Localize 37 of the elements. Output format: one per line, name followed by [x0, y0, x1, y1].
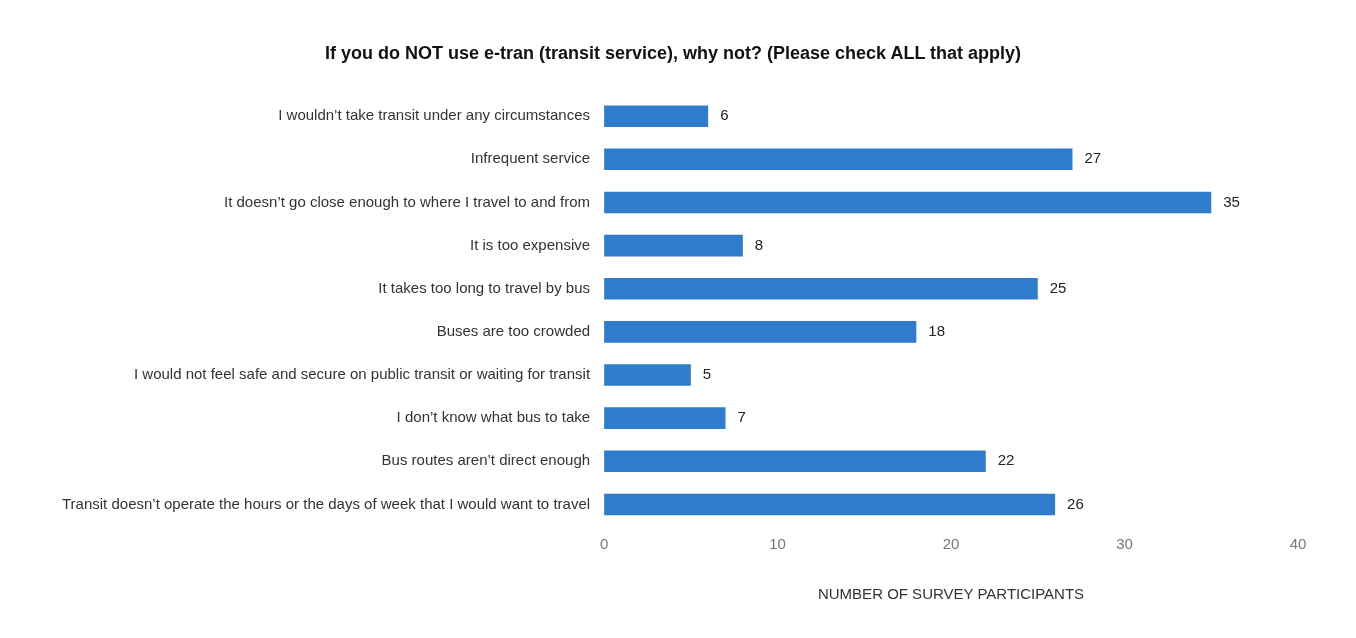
- x-tick-label: 10: [769, 535, 786, 553]
- x-tick-label: 40: [1289, 535, 1307, 553]
- bar: [604, 321, 917, 343]
- y-tick-label: I wouldn’t take transit under any circumstances: [278, 106, 591, 124]
- bar: [604, 148, 1073, 171]
- chart-title: If you do NOT use e-tran (transit service), why not? (Please check ALL that apply): [324, 42, 1022, 63]
- bar: [604, 407, 726, 429]
- y-tick-label: Buses are too crowded: [436, 322, 591, 340]
- x-tick-label: 0: [599, 535, 609, 553]
- y-tick-label: I would not feel safe and secure on public transit or waiting for transit: [133, 365, 591, 383]
- x-tick-label: 30: [1116, 535, 1133, 553]
- data-label: 27: [1084, 149, 1102, 167]
- data-label: 7: [737, 408, 746, 426]
- x-tick-label: 20: [942, 535, 960, 553]
- bar: [604, 234, 743, 257]
- data-label: 8: [754, 235, 764, 253]
- bar: [604, 364, 691, 386]
- y-tick-label: It takes too long to travel by bus: [378, 278, 591, 296]
- bar: [604, 493, 1056, 516]
- bar: [604, 105, 709, 127]
- y-tick-label: I don’t know what bus to take: [396, 408, 591, 426]
- y-tick-label: It is too expensive: [469, 235, 591, 253]
- data-label: 22: [997, 451, 1015, 469]
- data-label: 25: [1049, 278, 1067, 296]
- data-label: 6: [720, 106, 729, 124]
- bar: [604, 191, 1212, 214]
- bar: [604, 277, 1038, 300]
- y-tick-label: Infrequent service: [470, 149, 591, 167]
- y-tick-label: It doesn’t go close enough to where I travel to and from: [224, 192, 591, 210]
- data-label: 5: [702, 365, 712, 383]
- data-label: 18: [928, 322, 946, 340]
- y-tick-label: Bus routes aren’t direct enough: [381, 451, 591, 469]
- x-axis-title: NUMBER OF SURVEY PARTICIPANTS: [817, 585, 1085, 603]
- y-tick-label: Transit doesn’t operate the hours or the days of week that I would want to travel: [61, 494, 591, 512]
- data-label: 26: [1067, 494, 1084, 512]
- bar: [604, 450, 986, 473]
- data-label: 35: [1223, 192, 1240, 210]
